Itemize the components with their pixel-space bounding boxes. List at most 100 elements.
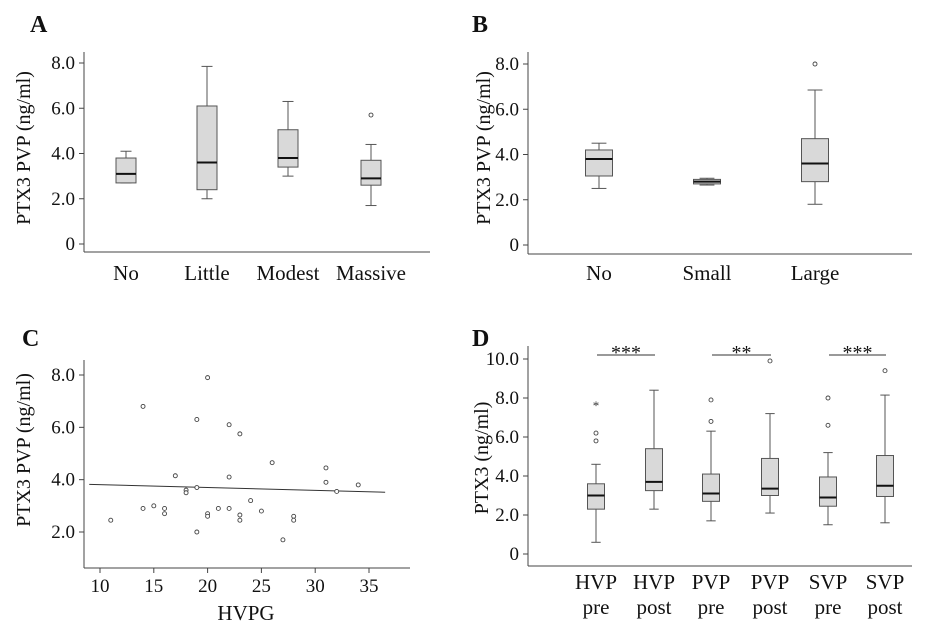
scatter-point — [162, 511, 168, 517]
category-label: Modest — [257, 261, 320, 285]
category-label: Large — [791, 261, 840, 285]
x-tick-label: 15 — [144, 576, 163, 597]
category-label-line2: pre — [815, 595, 842, 619]
box-1 — [693, 177, 721, 186]
category-label: Massive — [336, 261, 406, 285]
y-tick-label: 8.0 — [51, 365, 75, 386]
scatter-point — [162, 506, 168, 511]
scatter-point — [140, 403, 146, 409]
category-label-line2: post — [636, 595, 671, 619]
scatter-point — [140, 506, 146, 511]
box-2 — [801, 61, 829, 205]
box-body — [115, 157, 137, 184]
category-label-line2: post — [867, 595, 902, 619]
scatter-point — [355, 482, 361, 488]
x-tick-label: 35 — [360, 576, 379, 597]
box-body — [801, 138, 829, 183]
outlier-point — [825, 395, 831, 401]
box-0 — [585, 142, 613, 189]
extreme-point: * — [593, 398, 600, 413]
category-label: No — [586, 261, 612, 285]
panel-label-b: B — [472, 12, 488, 38]
box-2 — [277, 100, 299, 177]
y-tick-label: 4.0 — [495, 466, 519, 487]
category-label: No — [113, 261, 139, 285]
scatter-point — [151, 503, 157, 509]
scatter-point — [194, 417, 200, 422]
box-body — [876, 455, 894, 497]
y-tick-label: 0 — [66, 234, 76, 255]
y-axis-label: PTX3 PVP (ng/ml) — [473, 71, 495, 225]
outlier-point — [825, 422, 831, 428]
y-axis-label: PTX3 (ng/ml) — [471, 402, 493, 515]
scatter-point — [291, 517, 297, 523]
panel-c: C 2.0 4.0 6.0 8.0 10 15 20 25 30 35 PTX3 PVP (ng/m… — [13, 326, 410, 624]
x-tick-label: 25 — [252, 576, 271, 597]
y-tick-label: 2.0 — [495, 190, 519, 211]
y-tick-label: 0 — [510, 235, 520, 256]
scatter-point — [205, 375, 211, 381]
box-body — [761, 457, 779, 497]
category-label-line1: PVP — [692, 570, 731, 594]
box-5 — [876, 368, 894, 524]
y-tick-label: 6.0 — [495, 427, 519, 448]
scatter-point — [280, 537, 286, 543]
category-label-line1: HVP — [575, 570, 617, 594]
outlier-point — [708, 418, 714, 424]
panel-label-a: A — [30, 12, 48, 38]
y-tick-label: 8.0 — [495, 54, 519, 75]
scatter-point — [108, 517, 114, 523]
box-body — [277, 129, 299, 168]
y-tick-label: 6.0 — [495, 99, 519, 120]
panel-label-d: D — [472, 326, 489, 352]
y-tick-label: 4.0 — [51, 470, 75, 491]
scatter-point — [291, 513, 297, 519]
y-tick-label: 4.0 — [495, 145, 519, 166]
outlier-point — [882, 368, 888, 374]
y-axis-label: PTX3 PVP (ng/ml) — [13, 71, 35, 225]
scatter-point — [226, 474, 232, 480]
box-3 — [360, 112, 382, 207]
box-0: * — [587, 398, 605, 543]
outlier-point — [368, 112, 374, 118]
category-label-line2: pre — [698, 595, 725, 619]
scatter-point — [237, 512, 243, 518]
scatter-point — [194, 529, 200, 535]
box-body — [645, 448, 663, 492]
significance-label: ** — [732, 342, 752, 364]
box-body — [702, 473, 720, 502]
box-4 — [819, 395, 837, 526]
scatter-point — [323, 465, 329, 471]
x-tick-label: 10 — [91, 576, 110, 597]
y-tick-label: 10.0 — [486, 349, 519, 370]
outlier-point — [812, 61, 818, 67]
scatter-point — [226, 506, 232, 511]
scatter-point — [248, 498, 254, 504]
x-axis-label: HVPG — [217, 601, 274, 624]
box-3 — [761, 358, 779, 514]
scatter-point — [215, 506, 221, 511]
y-tick-label: 0 — [510, 544, 520, 565]
outlier-point — [708, 397, 714, 403]
box-1 — [645, 389, 663, 510]
significance-label: *** — [611, 342, 641, 364]
y-tick-label: 8.0 — [51, 53, 75, 74]
category-label-line1: SVP — [809, 570, 848, 594]
y-axis-label: PTX3 PVP (ng/ml) — [13, 373, 35, 527]
y-tick-label: 2.0 — [495, 505, 519, 526]
box-body — [360, 159, 382, 186]
category-label-line1: PVP — [751, 570, 790, 594]
scatter-point — [258, 508, 264, 514]
scatter-point — [172, 473, 178, 479]
y-tick-label: 4.0 — [51, 144, 75, 165]
outlier-point — [593, 430, 599, 436]
category-label-line2: post — [752, 595, 787, 619]
y-tick-label: 2.0 — [51, 522, 75, 543]
x-tick-label: 20 — [198, 576, 217, 597]
scatter-point — [194, 485, 200, 490]
box-body — [819, 476, 837, 507]
y-tick-label: 6.0 — [51, 417, 75, 438]
x-tick-label: 30 — [306, 576, 325, 597]
